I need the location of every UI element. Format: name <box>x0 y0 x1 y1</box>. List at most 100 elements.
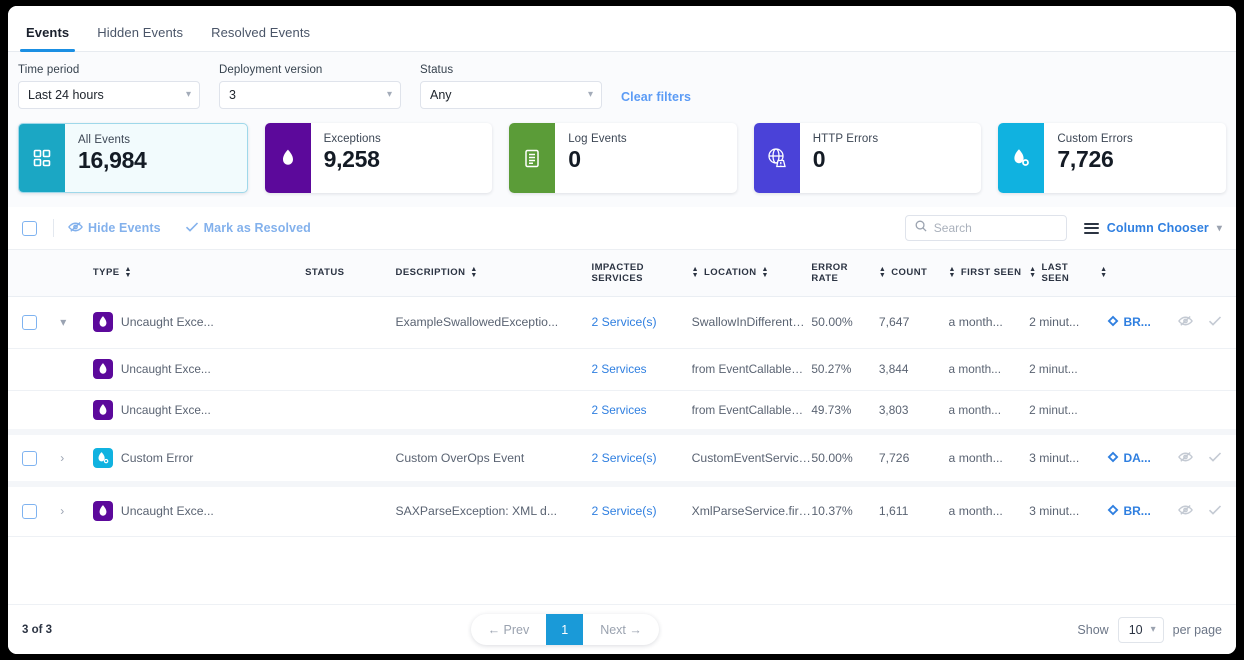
sort-icon[interactable]: ▲ ▼ <box>878 265 887 279</box>
cell-actions[interactable] <box>1178 296 1236 349</box>
cell-select[interactable] <box>8 296 61 349</box>
table-subrow[interactable]: Uncaught Exce... 2 Services from EventCall… <box>8 390 1236 435</box>
th-last-seen[interactable]: ▲ ▼ LAST SEEN ▲ ▼ <box>1029 250 1108 297</box>
hide-events-button[interactable]: Hide Events <box>68 221 161 236</box>
prev-page-button[interactable]: ← Prev <box>487 622 530 637</box>
hide-event-icon[interactable] <box>1178 451 1194 466</box>
cell-count: 7,726 <box>878 432 949 487</box>
services-link[interactable]: 2 Service(s) <box>591 451 657 465</box>
sort-icon[interactable]: ▲ ▼ <box>1100 265 1108 279</box>
stat-card-exceptions[interactable]: Exceptions 9,258 <box>264 123 493 193</box>
column-chooser-button[interactable]: Column Chooser ▾ <box>1083 221 1222 235</box>
tab-resolved-events[interactable]: Resolved Events <box>197 25 324 51</box>
cell-expand[interactable] <box>60 390 93 435</box>
cell-actions[interactable] <box>1178 432 1236 487</box>
stat-card-all-events[interactable]: All Events 16,984 <box>18 123 248 193</box>
tab-hidden-events[interactable]: Hidden Events <box>83 25 197 51</box>
cell-actions[interactable] <box>1178 484 1236 537</box>
cell-impacted-services[interactable]: 2 Service(s) <box>591 432 692 487</box>
resolve-event-icon[interactable] <box>1208 451 1222 466</box>
chevron-right-icon[interactable]: › <box>60 451 65 465</box>
sort-icon[interactable]: ▲ ▼ <box>948 265 956 279</box>
hide-event-icon[interactable] <box>1178 315 1194 330</box>
search-box[interactable] <box>904 215 1067 241</box>
page-size-select[interactable]: 10 ▾ <box>1117 616 1164 643</box>
stat-card-http-errors[interactable]: HTTP Errors 0 <box>753 123 982 193</box>
row-checkbox[interactable] <box>22 450 37 466</box>
cell-select[interactable] <box>8 390 61 435</box>
next-page-button[interactable]: Next → <box>600 622 642 637</box>
services-link[interactable]: 2 Service(s) <box>591 315 657 329</box>
pagination: ← Prev 1 Next → <box>470 614 659 645</box>
cell-select[interactable] <box>8 484 61 537</box>
chevron-right-icon[interactable]: › <box>60 504 65 519</box>
cell-integration[interactable] <box>1107 390 1179 435</box>
cell-actions[interactable] <box>1178 348 1236 391</box>
jira-link[interactable]: DA... <box>1107 451 1178 466</box>
cell-impacted-services[interactable]: 2 Service(s) <box>591 296 692 349</box>
chevron-down-icon[interactable]: ▾ <box>60 315 67 329</box>
column-chooser-label: Column Chooser <box>1106 221 1209 235</box>
sort-icon[interactable]: ▲ ▼ <box>470 265 478 279</box>
services-link[interactable]: 2 Services <box>591 362 647 376</box>
jira-link[interactable]: BR... <box>1107 504 1178 519</box>
services-link[interactable]: 2 Services <box>591 402 647 417</box>
cell-expand[interactable] <box>60 348 93 391</box>
type-label: Uncaught Exce... <box>120 504 214 519</box>
stat-card-value: 7,726 <box>1057 146 1114 172</box>
cell-integration[interactable] <box>1107 348 1179 391</box>
jira-label: BR... <box>1123 315 1151 329</box>
cell-impacted-services[interactable]: 2 Services <box>591 390 692 435</box>
hide-event-icon[interactable] <box>1178 504 1194 519</box>
cell-actions[interactable] <box>1178 390 1236 435</box>
cell-last-seen: 3 minut... <box>1029 484 1108 537</box>
cell-type: Uncaught Exce... <box>92 348 255 391</box>
services-link[interactable]: 2 Service(s) <box>591 504 657 519</box>
resolve-event-icon[interactable] <box>1208 504 1222 519</box>
th-location[interactable]: ▲ ▼ LOCATION ▲ ▼ <box>691 250 812 297</box>
sort-icon[interactable]: ▲ ▼ <box>761 265 769 279</box>
clear-filters-button[interactable]: Clear filters <box>621 90 692 104</box>
cell-error-rate: 50.27% <box>811 348 879 391</box>
sort-icon[interactable]: ▲ ▼ <box>691 265 700 279</box>
th-description[interactable]: DESCRIPTION ▲ ▼ <box>395 250 592 297</box>
table-subrow[interactable]: Uncaught Exce... 2 Services from EventCall… <box>8 348 1236 391</box>
search-input[interactable] <box>933 221 1057 235</box>
sort-icon[interactable]: ▲ ▼ <box>124 265 132 279</box>
select-all-checkbox[interactable] <box>22 220 37 236</box>
type-label: Uncaught Exce... <box>120 402 211 417</box>
cell-expand[interactable]: › <box>60 432 93 487</box>
th-count-label: COUNT <box>891 267 928 279</box>
cell-integration[interactable]: BR... <box>1107 296 1179 349</box>
cell-select[interactable] <box>8 348 61 391</box>
row-checkbox[interactable] <box>22 503 37 519</box>
cell-description <box>395 390 592 435</box>
cell-impacted-services[interactable]: 2 Service(s) <box>591 484 692 537</box>
stat-card-custom-errors[interactable]: Custom Errors 7,726 <box>998 123 1226 193</box>
status-select[interactable]: Any ▾ <box>420 81 602 109</box>
cell-impacted-services[interactable]: 2 Services <box>591 348 692 391</box>
sort-icon[interactable]: ▲ ▼ <box>1029 265 1037 279</box>
cell-select[interactable] <box>8 432 61 487</box>
th-type[interactable]: TYPE ▲ ▼ <box>92 250 255 297</box>
cell-expand[interactable]: ▾ <box>60 296 93 349</box>
cell-description <box>395 348 592 391</box>
mark-as-resolved-button[interactable]: Mark as Resolved <box>185 221 311 236</box>
stat-card-log-events[interactable]: Log Events 0 <box>509 123 737 193</box>
table-row[interactable]: ▾ Uncaught Exce... ExampleSwallowedExcepti… <box>8 296 1236 349</box>
th-count[interactable]: ▲ ▼ COUNT <box>878 250 949 297</box>
cell-expand[interactable]: › <box>60 484 93 537</box>
page-1-button[interactable]: 1 <box>546 614 584 645</box>
cell-error-rate: 49.73% <box>811 390 879 435</box>
tab-events[interactable]: Events <box>12 25 83 52</box>
table-row[interactable]: › Custom Error Custom OverOps Event 2 Servi… <box>8 432 1236 487</box>
th-first-seen[interactable]: ▲ ▼ FIRST SEEN <box>948 250 1030 297</box>
cell-integration[interactable]: DA... <box>1107 432 1179 487</box>
time-period-select[interactable]: Last 24 hours ▾ <box>18 81 200 109</box>
row-checkbox[interactable] <box>22 314 37 330</box>
table-row[interactable]: › Uncaught Exce... SAXParseException: XML … <box>8 484 1236 537</box>
cell-integration[interactable]: BR... <box>1107 484 1179 537</box>
deployment-version-select[interactable]: 3 ▾ <box>219 81 401 109</box>
jira-link[interactable]: BR... <box>1107 315 1178 330</box>
resolve-event-icon[interactable] <box>1208 315 1222 330</box>
